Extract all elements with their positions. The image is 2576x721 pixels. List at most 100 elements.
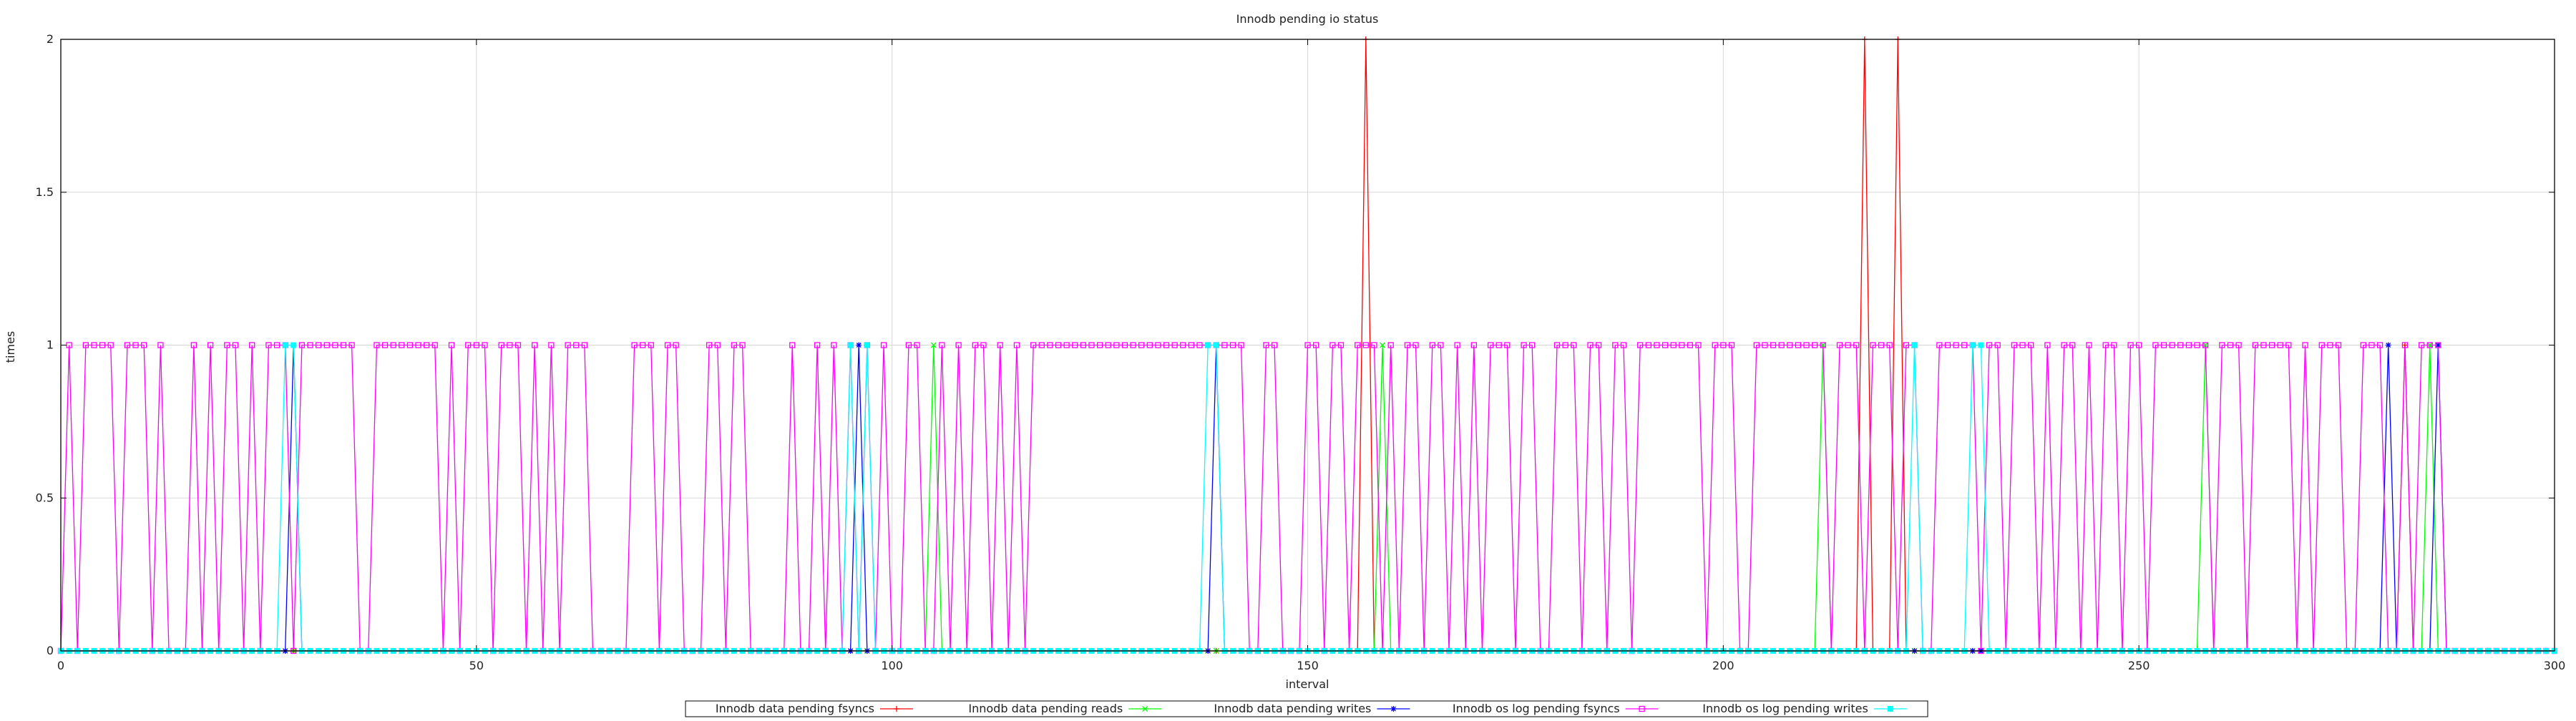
data-point [273,342,280,348]
data-point [224,342,230,348]
data-point [1645,342,1652,348]
data-point [1171,342,1178,348]
data-point [1944,342,1951,348]
data-point [2027,342,2034,348]
x-tick-label: 50 [469,659,484,672]
legend-frame [685,700,1928,717]
data-point [1312,342,1319,348]
legend-label: Innodb data pending writes [1214,702,1371,715]
data-point [2019,342,2026,348]
data-point [1163,342,1170,348]
data-point [2235,342,2242,348]
data-point [1404,342,1411,348]
x-axis-label: interval [1286,677,1330,691]
data-point [2426,342,2433,348]
data-point [1562,342,1568,348]
data-point [1263,342,1269,348]
data-point [207,342,214,348]
data-point [1072,342,1078,348]
data-point [2136,342,2142,348]
data-point [1096,342,1103,348]
data-point [1654,342,1660,348]
data-point [1795,342,1802,348]
data-point [2044,342,2051,348]
legend-label: Innodb os log pending fsyncs [1453,702,1620,715]
x-tick-label: 300 [2544,659,2566,672]
data-point [1121,342,1128,348]
data-point [1553,342,1561,348]
data-point [157,342,164,348]
data-point [1662,342,1669,348]
data-point [905,342,912,348]
data-point [1836,342,1843,348]
data-point [1878,342,1885,348]
data-point [141,342,147,348]
data-point [99,342,106,348]
data-point [1787,342,1793,348]
data-point [939,342,945,348]
data-point [2435,342,2441,348]
data-point [2160,342,2167,348]
data-point [1820,342,1826,348]
data-point [1637,342,1644,348]
data-point [1138,342,1145,348]
data-point [1337,342,1345,348]
data-point [1845,342,1851,348]
data-point [831,342,837,348]
data-point [1413,342,1419,348]
data-point [1438,342,1444,348]
data-point [190,342,197,348]
data-point [894,706,899,712]
data-point [2185,342,2192,348]
data-point [390,342,396,348]
data-point [315,342,322,348]
x-tick-label: 100 [881,659,903,672]
data-point [2177,342,2184,348]
data-point [1146,342,1153,348]
data-point [1620,342,1627,348]
data-point [82,342,89,348]
y-tick-label: 1 [47,338,54,352]
data-point [814,342,821,348]
data-point [930,342,937,348]
data-point [1770,342,1777,348]
data-point [323,342,330,348]
data-point [1612,342,1619,348]
data-point [565,342,571,348]
data-point [1720,342,1727,348]
data-point [2127,342,2134,348]
data-point [2426,342,2433,348]
data-point [1030,342,1037,348]
y-tick-label: 1.5 [36,185,54,199]
data-point [1271,342,1278,348]
data-point [2202,342,2209,348]
data-point [2111,342,2117,348]
data-point [448,342,455,348]
data-point [2268,342,2275,348]
data-point [1728,342,1735,348]
y-tick-label: 2 [47,32,54,46]
data-point [1639,705,1645,712]
data-point [514,342,522,348]
data-point [2285,342,2292,348]
data-point [2277,342,2283,348]
data-point [2318,342,2325,348]
data-point [880,342,887,348]
data-point [2227,342,2234,348]
data-point [431,342,438,348]
data-point [2152,342,2159,348]
data-point [482,342,488,348]
legend-label: Innodb data pending fsyncs [716,702,874,715]
data-point [1986,342,1993,348]
data-point [465,342,472,348]
data-point [1803,342,1810,348]
data-point [847,342,854,348]
data-point [664,342,671,348]
data-point [2194,342,2200,348]
data-point [631,342,638,348]
data-point [1180,342,1186,348]
data-point [423,342,430,348]
data-point [307,342,313,348]
data-point [2102,342,2109,348]
